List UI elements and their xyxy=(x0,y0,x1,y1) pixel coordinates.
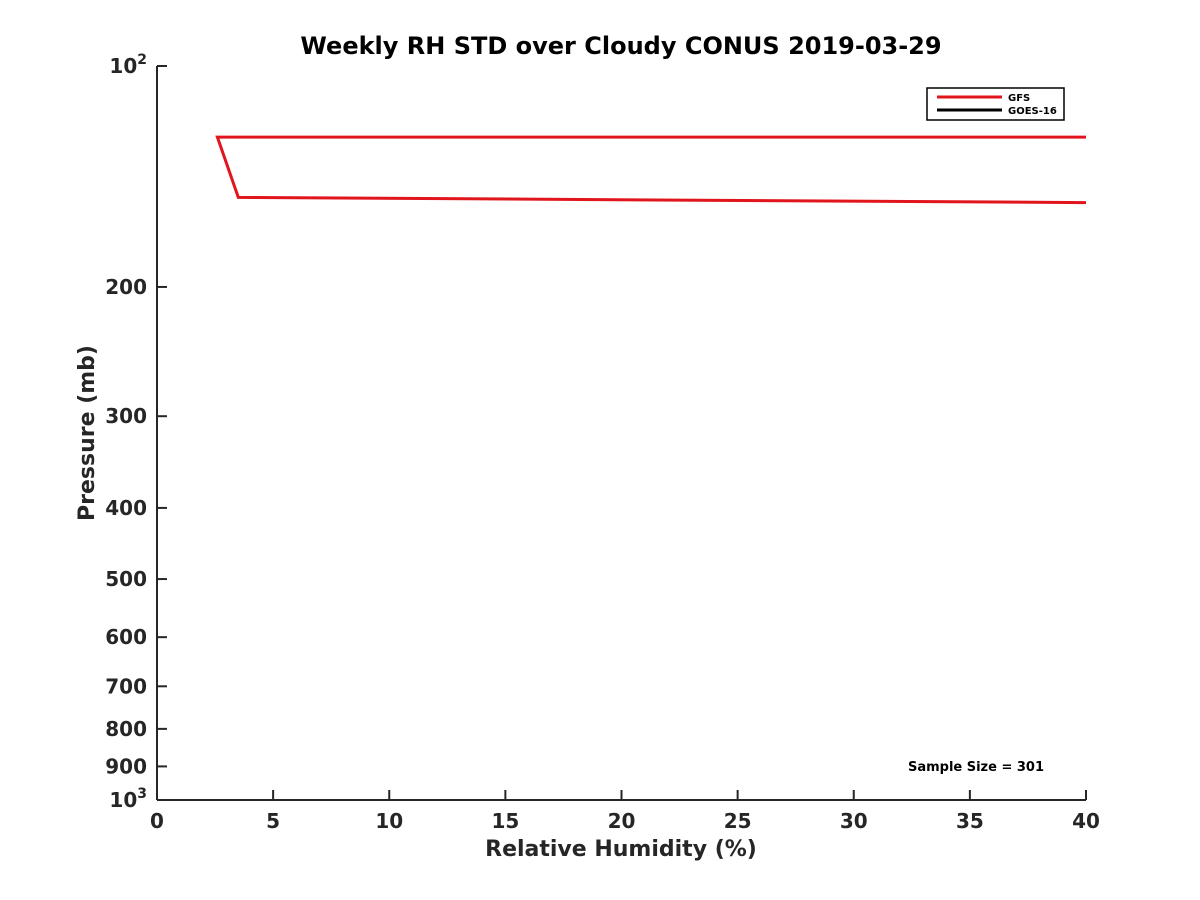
x-tick-label: 0 xyxy=(150,809,164,833)
y-tick-label-base: 10 xyxy=(109,788,137,812)
y-tick-label: 102 xyxy=(109,52,147,78)
x-tick-label: 35 xyxy=(956,809,984,833)
y-tick-label-base: 800 xyxy=(105,717,147,741)
x-ticks: 0 5 10 15 20 25 30 35 40 xyxy=(150,790,1100,833)
y-tick-label: 800 xyxy=(105,717,147,741)
y-tick-label-base: 500 xyxy=(105,567,147,591)
x-tick-label: 30 xyxy=(840,809,868,833)
y-tick-label-exponent: 3 xyxy=(137,786,147,802)
y-axis-label: Pressure (mb) xyxy=(75,345,100,521)
legend-label-goes16: GOES-16 xyxy=(1008,106,1057,117)
y-tick-label-base: 10 xyxy=(109,54,137,78)
x-tick-label: 40 xyxy=(1072,809,1100,833)
y-tick-label-base: 700 xyxy=(105,674,147,698)
x-tick-label: 25 xyxy=(724,809,752,833)
x-tick-label: 5 xyxy=(266,809,280,833)
y-tick-label: 300 xyxy=(105,404,147,428)
legend: GFS GOES-16 xyxy=(926,87,1065,121)
sample-size-annotation: Sample Size = 301 xyxy=(908,760,1044,775)
y-tick-label-base: 900 xyxy=(105,754,147,778)
y-tick-label: 900 xyxy=(105,754,147,778)
y-tick-label: 700 xyxy=(105,674,147,698)
y-tick-label: 600 xyxy=(105,625,147,649)
x-tick-label: 10 xyxy=(375,809,403,833)
series-line-gfs xyxy=(215,135,1087,205)
legend-box xyxy=(926,87,1065,121)
y-tick-label: 103 xyxy=(109,786,147,812)
y-tick-label-exponent: 2 xyxy=(137,52,147,68)
y-tick-label-base: 200 xyxy=(105,275,147,299)
y-tick-label: 500 xyxy=(105,567,147,591)
legend-label-gfs: GFS xyxy=(1008,93,1030,104)
x-tick-label: 15 xyxy=(491,809,519,833)
x-axis-label: Relative Humidity (%) xyxy=(485,837,757,862)
series-layer xyxy=(215,135,1087,205)
y-tick-label-base: 300 xyxy=(105,404,147,428)
x-tick-label: 20 xyxy=(608,809,636,833)
y-tick-label: 200 xyxy=(105,275,147,299)
y-tick-label-base: 400 xyxy=(105,496,147,520)
y-tick-label-base: 600 xyxy=(105,625,147,649)
y-tick-label: 400 xyxy=(105,496,147,520)
chart-title: Weekly RH STD over Cloudy CONUS 2019-03-… xyxy=(300,32,941,60)
